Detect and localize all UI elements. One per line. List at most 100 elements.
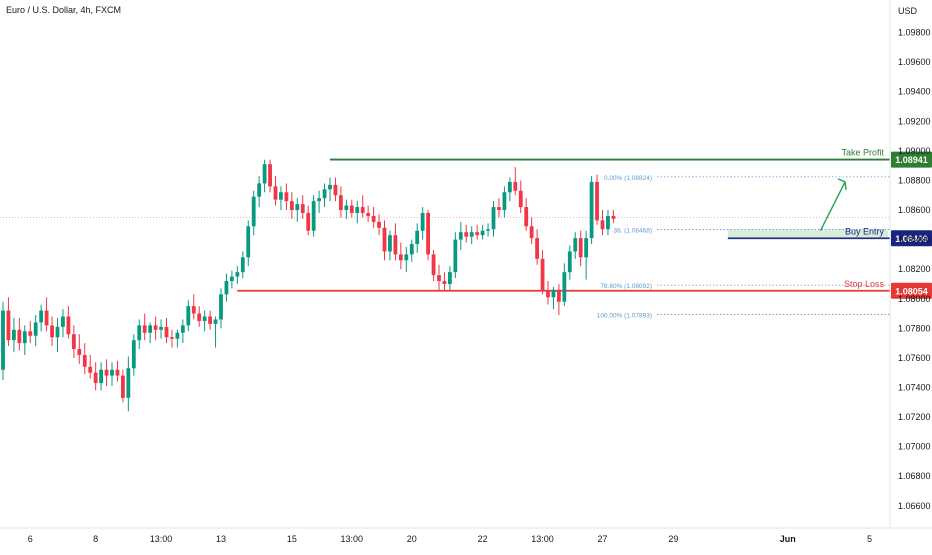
candle: [595, 174, 599, 225]
candle: [175, 329, 180, 348]
time-tick-label: 15: [287, 534, 297, 544]
candle-body: [246, 226, 251, 258]
candle: [480, 224, 485, 240]
candle-body: [213, 319, 218, 324]
candle: [197, 306, 202, 327]
candle-body: [55, 326, 60, 338]
candle: [333, 177, 338, 202]
candle-body: [388, 235, 392, 252]
candle: [170, 329, 174, 348]
candle-body: [22, 331, 27, 344]
candle-body: [66, 316, 71, 335]
candle-body: [535, 238, 539, 259]
candle-body: [240, 257, 245, 273]
candle-body: [497, 207, 501, 211]
candle: [546, 281, 550, 305]
candle-body: [377, 221, 381, 228]
candle: [540, 249, 545, 295]
time-axis[interactable]: 6 8 13:00 13 15 13:00 20 22 13:00 27 29 Jun 5: [0, 527, 932, 544]
candle-body: [322, 189, 327, 199]
time-tick-label: 27: [597, 534, 607, 544]
candle: [448, 266, 452, 290]
candle-body: [349, 205, 354, 213]
candle: [115, 360, 120, 382]
candle: [33, 315, 38, 347]
candle: [22, 325, 27, 355]
candle-body: [257, 183, 262, 197]
candle-body: [524, 207, 529, 227]
candle-body: [191, 306, 196, 314]
candle: [475, 224, 480, 240]
candle-body: [339, 195, 343, 211]
time-tick-label: 20: [407, 534, 417, 544]
candle-body: [344, 205, 349, 211]
candle-body: [355, 207, 360, 213]
candle-body: [44, 310, 49, 326]
candle-body: [464, 232, 469, 237]
price-axis[interactable]: 1.08941 1.08409 1.08054 USD 1.09800 1.09600 1.…: [889, 0, 932, 528]
candle-body: [131, 340, 136, 369]
candle-body: [557, 289, 561, 302]
time-tick-label: 13:00: [531, 534, 554, 544]
candle: [366, 205, 371, 222]
candle: [398, 242, 403, 270]
candle-body: [573, 238, 578, 252]
candle: [491, 201, 496, 237]
candle: [562, 263, 567, 307]
candle: [420, 207, 425, 240]
candle: [110, 362, 114, 387]
projection-arrow: [819, 181, 846, 232]
candle: [257, 176, 262, 208]
candle-body: [121, 375, 125, 398]
candle: [28, 320, 33, 344]
candle: [371, 207, 376, 228]
candle-body: [431, 254, 436, 276]
buy-entry-label: Buy Entry: [845, 226, 885, 236]
candle-body: [469, 232, 474, 237]
candle-body: [404, 254, 409, 261]
candle-body: [219, 294, 223, 320]
candle: [339, 186, 343, 218]
candle: [557, 283, 561, 316]
candle-body: [175, 332, 180, 339]
price-tick-label: 1.08400: [898, 235, 931, 245]
candle-body: [186, 306, 191, 326]
price-tick-label: 1.08600: [898, 205, 931, 215]
candle: [191, 294, 196, 320]
candle: [1, 301, 5, 381]
candle-body: [518, 190, 523, 208]
symbol-title: Euro / U.S. Dollar, 4h, FXCM: [6, 5, 122, 15]
candle: [464, 224, 469, 243]
candle: [88, 354, 93, 379]
candle-body: [115, 369, 120, 376]
candle: [513, 167, 518, 196]
candle: [573, 232, 578, 259]
candle: [606, 210, 610, 236]
candle-body: [551, 289, 556, 298]
candle-body: [284, 192, 289, 202]
candle-body: [562, 272, 567, 302]
candle-body: [230, 276, 234, 282]
candle: [388, 230, 392, 261]
candle-body: [99, 369, 103, 384]
currency-label: USD: [898, 6, 918, 16]
candle-body: [311, 201, 316, 231]
buy-entry-price-tag: [891, 230, 932, 247]
candle-body: [409, 244, 414, 255]
candle: [262, 159, 267, 193]
fib-label: 38. (1.08468): [613, 228, 652, 235]
time-tick-label: 13: [216, 534, 226, 544]
candle-body: [159, 326, 163, 330]
price-tick-label: 1.07000: [898, 442, 931, 452]
candle-body: [584, 238, 589, 258]
candle-body: [17, 329, 22, 344]
candle-body: [93, 372, 98, 384]
candle: [578, 230, 583, 267]
candle: [453, 232, 458, 279]
candle-body: [88, 366, 93, 373]
candle-body: [437, 275, 441, 282]
take-profit-label: Take Profit: [841, 148, 884, 158]
price-tick-label: 1.09400: [898, 87, 931, 97]
